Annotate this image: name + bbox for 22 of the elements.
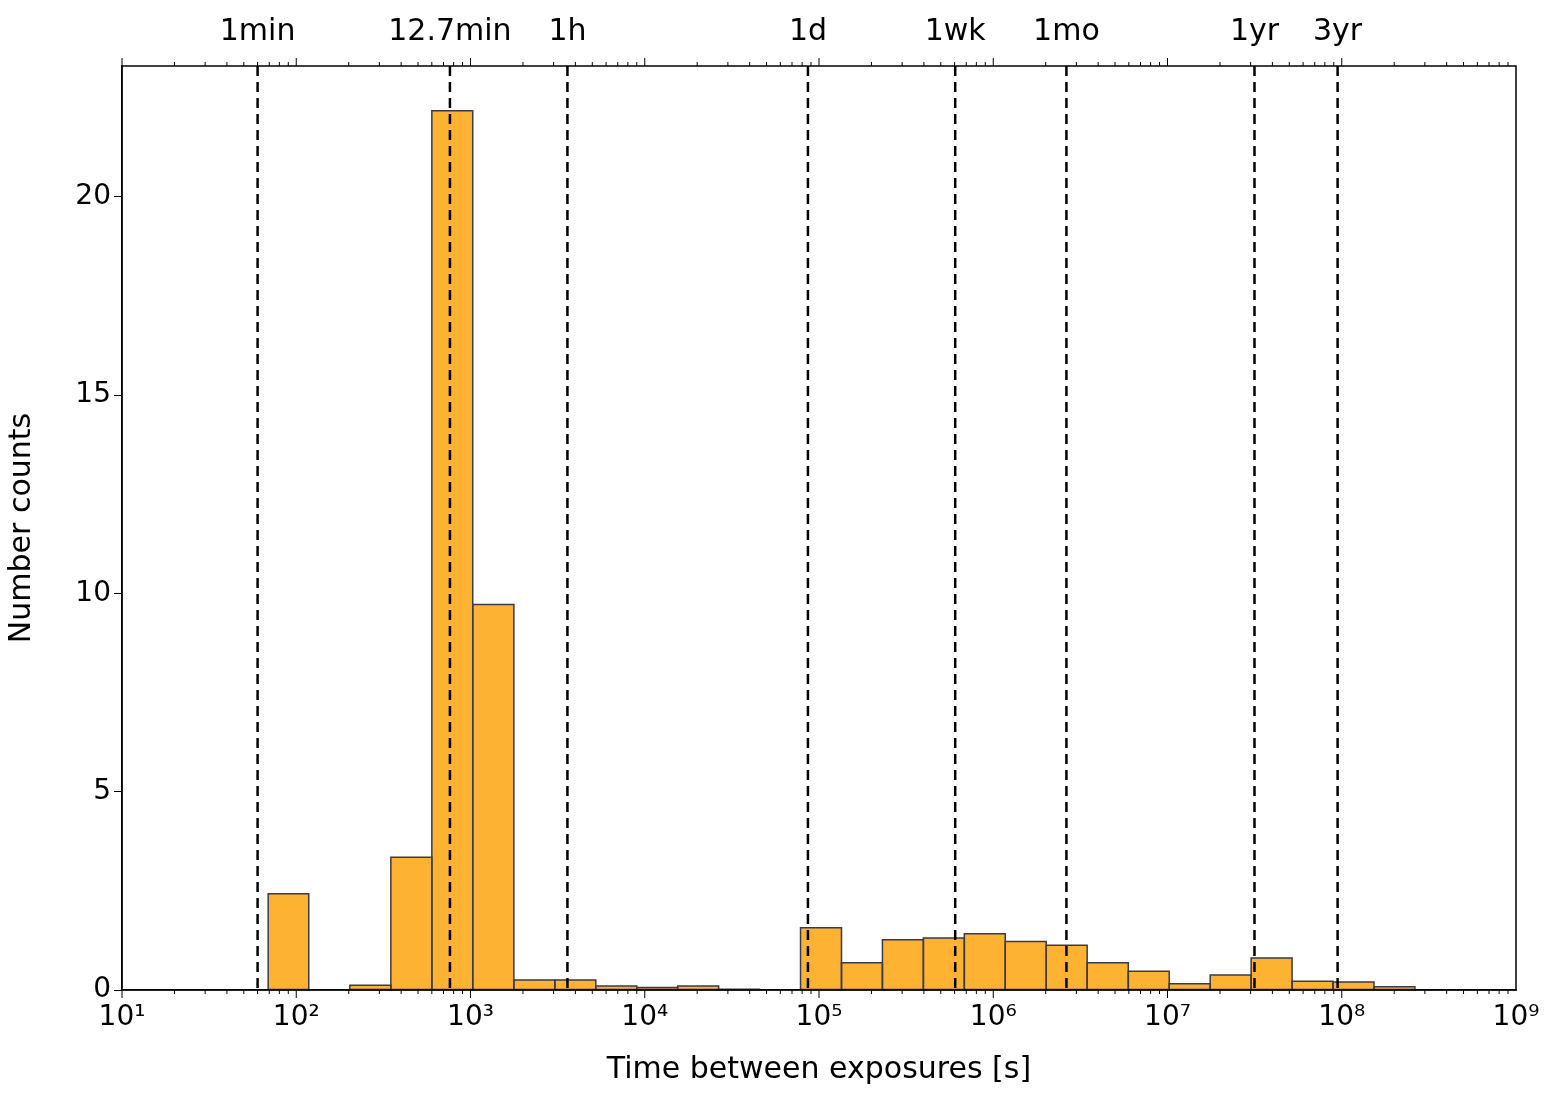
- y-tick-label: 15: [75, 376, 111, 410]
- ref-line-label: 1mo: [1033, 11, 1100, 47]
- x-tick-label: 10²: [272, 999, 320, 1033]
- x-tick-label: 10⁴: [621, 999, 669, 1033]
- x-axis-title: Time between exposures [s]: [605, 1049, 1032, 1085]
- x-tick-label: 10⁶: [969, 999, 1017, 1033]
- ref-line-label: 3yr: [1313, 11, 1363, 47]
- x-tick-label: 10⁵: [795, 999, 843, 1033]
- y-axis-title: Number counts: [1, 412, 37, 644]
- x-tick-label: 10⁸: [1318, 999, 1366, 1033]
- y-tick-label: 5: [93, 773, 111, 806]
- x-tick-label: 10⁷: [1144, 999, 1191, 1033]
- ref-line-label: 1h: [548, 11, 587, 47]
- y-tick-label: 10: [75, 574, 111, 608]
- ref-line-label: 12.7min: [388, 11, 512, 47]
- ref-line-label: 1min: [219, 11, 296, 47]
- ref-line-label: 1wk: [924, 11, 987, 47]
- y-tick-label: 20: [75, 178, 111, 212]
- ref-line-label: 1d: [788, 11, 828, 47]
- x-tick-label: 10⁹: [1492, 999, 1540, 1033]
- ref-line-label: 1yr: [1229, 11, 1280, 47]
- x-tick-label: 10³: [447, 999, 494, 1033]
